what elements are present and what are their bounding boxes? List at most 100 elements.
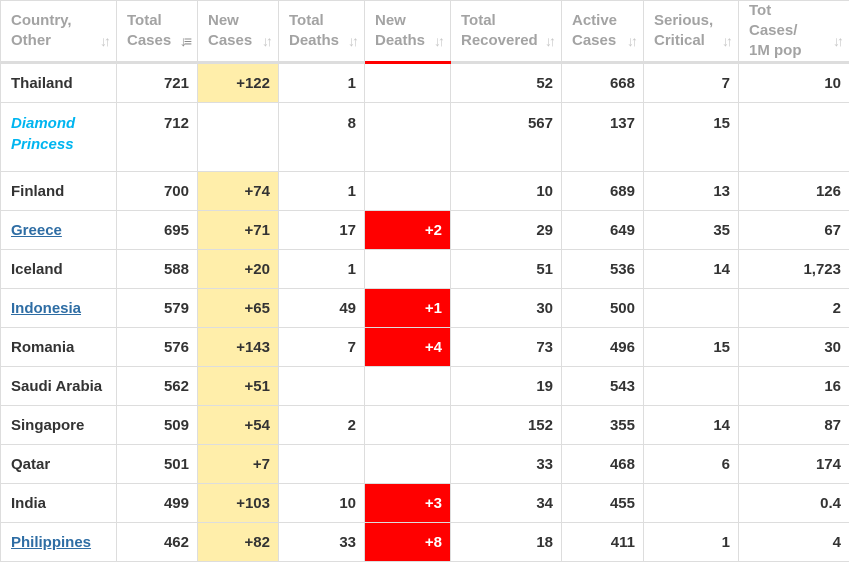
sort-arrows-icon[interactable]: ↓↑: [833, 31, 841, 51]
header-country[interactable]: Country,Other↓↑: [1, 1, 117, 63]
active-cases-cell: 649: [562, 211, 644, 250]
header-cases-per-million[interactable]: Tot Cases/1M pop↓↑: [739, 1, 849, 63]
new-cases-cell: +74: [198, 172, 279, 211]
total-cases-cell: 712: [117, 103, 198, 172]
total-recovered-cell: 34: [451, 484, 562, 523]
sort-arrows-icon[interactable]: ↓↑: [434, 31, 442, 51]
new-deaths-cell: [365, 445, 451, 484]
new-cases-cell: +122: [198, 63, 279, 103]
new-deaths-cell: +2: [365, 211, 451, 250]
serious-critical-cell: 1: [644, 523, 739, 562]
country-name: Iceland: [11, 261, 63, 278]
new-cases-cell: +71: [198, 211, 279, 250]
total-deaths-cell: 33: [279, 523, 365, 562]
active-cases-cell: 536: [562, 250, 644, 289]
total-recovered-cell: 152: [451, 406, 562, 445]
cases-per-million-cell: 30: [739, 328, 849, 367]
country-name: India: [11, 495, 46, 512]
total-cases-cell: 501: [117, 445, 198, 484]
new-cases-cell: [198, 103, 279, 172]
sort-arrows-icon[interactable]: ↓↑: [262, 31, 270, 51]
new-deaths-cell: +3: [365, 484, 451, 523]
sort-arrows-icon[interactable]: ↓↑: [545, 31, 553, 51]
country-link[interactable]: Indonesia: [11, 300, 81, 317]
total-cases-cell: 695: [117, 211, 198, 250]
country-link[interactable]: Philippines: [11, 534, 91, 551]
total-recovered-cell: 52: [451, 63, 562, 103]
cases-per-million-cell: 67: [739, 211, 849, 250]
country-link[interactable]: Greece: [11, 222, 62, 239]
serious-critical-cell: [644, 367, 739, 406]
total-deaths-cell: 2: [279, 406, 365, 445]
total-recovered-cell: 29: [451, 211, 562, 250]
cases-per-million-cell: 10: [739, 63, 849, 103]
total-deaths-cell: [279, 367, 365, 406]
country-cell: Iceland: [1, 250, 117, 289]
new-deaths-cell: [365, 367, 451, 406]
serious-critical-cell: 13: [644, 172, 739, 211]
active-cases-cell: 468: [562, 445, 644, 484]
new-cases-cell: +54: [198, 406, 279, 445]
country-cell: Saudi Arabia: [1, 367, 117, 406]
serious-critical-cell: [644, 484, 739, 523]
total-cases-cell: 462: [117, 523, 198, 562]
new-deaths-cell: [365, 63, 451, 103]
serious-critical-cell: 14: [644, 406, 739, 445]
sort-descending-icon[interactable]: ↓≡: [180, 31, 189, 51]
new-deaths-cell: [365, 406, 451, 445]
serious-critical-cell: [644, 289, 739, 328]
total-deaths-cell: 10: [279, 484, 365, 523]
country-cell: Romania: [1, 328, 117, 367]
header-serious-critical[interactable]: Serious,Critical↓↑: [644, 1, 739, 63]
total-cases-cell: 721: [117, 63, 198, 103]
serious-critical-cell: 15: [644, 328, 739, 367]
total-deaths-cell: 49: [279, 289, 365, 328]
total-cases-cell: 579: [117, 289, 198, 328]
sort-arrows-icon[interactable]: ↓↑: [627, 31, 635, 51]
active-cases-cell: 500: [562, 289, 644, 328]
new-cases-cell: +82: [198, 523, 279, 562]
new-cases-cell: +143: [198, 328, 279, 367]
serious-critical-cell: 14: [644, 250, 739, 289]
country-name: Romania: [11, 339, 74, 356]
sort-arrows-icon[interactable]: ↓↑: [348, 31, 356, 51]
total-recovered-cell: 30: [451, 289, 562, 328]
total-deaths-cell: 8: [279, 103, 365, 172]
total-recovered-cell: 33: [451, 445, 562, 484]
total-cases-cell: 562: [117, 367, 198, 406]
new-cases-cell: +65: [198, 289, 279, 328]
total-cases-cell: 509: [117, 406, 198, 445]
sort-arrows-icon[interactable]: ↓↑: [100, 31, 108, 51]
active-cases-cell: 543: [562, 367, 644, 406]
cases-per-million-cell: 174: [739, 445, 849, 484]
new-deaths-cell: [365, 172, 451, 211]
active-cases-cell: 411: [562, 523, 644, 562]
total-deaths-cell: [279, 445, 365, 484]
new-cases-cell: +20: [198, 250, 279, 289]
active-cases-cell: 496: [562, 328, 644, 367]
country-cell: Finland: [1, 172, 117, 211]
cases-per-million-cell: 0.4: [739, 484, 849, 523]
total-deaths-cell: 17: [279, 211, 365, 250]
sort-arrows-icon[interactable]: ↓↑: [722, 31, 730, 51]
total-recovered-cell: 51: [451, 250, 562, 289]
active-cases-cell: 137: [562, 103, 644, 172]
